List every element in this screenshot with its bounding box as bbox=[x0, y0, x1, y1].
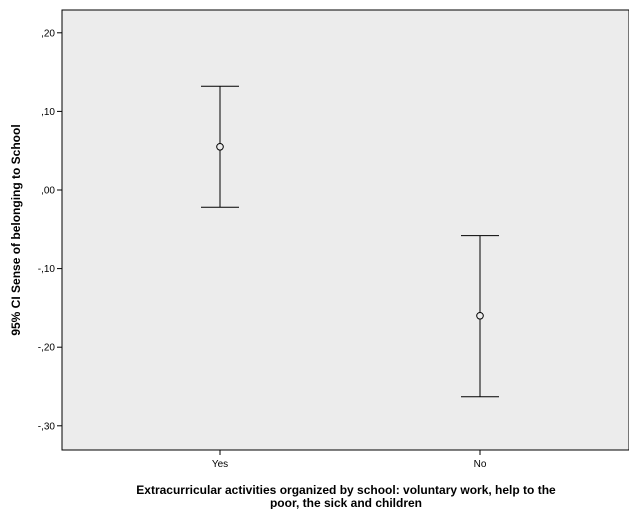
x-tick-label-no: No bbox=[474, 459, 487, 470]
y-tick-label-1: ,10 bbox=[41, 107, 55, 118]
y-tick-label-3: -,10 bbox=[38, 264, 56, 275]
y-tick-label-2: ,00 bbox=[41, 186, 55, 197]
y-tick-label-0: ,20 bbox=[41, 28, 55, 39]
x-axis-title-line-1: Extracurricular activities organized by … bbox=[136, 483, 556, 497]
x-tick-label-yes: Yes bbox=[212, 459, 228, 470]
error-bars bbox=[201, 85, 499, 398]
y-axis: ,20 ,10 ,00 -,10 -,20 -,30 bbox=[38, 28, 62, 432]
y-tick-label-5: -,30 bbox=[38, 421, 56, 432]
y-axis-title: 95% CI Sense of belonging to School bbox=[9, 124, 23, 335]
plot-area bbox=[61, 9, 629, 451]
x-axis: Yes No bbox=[212, 450, 487, 470]
mean-point-no bbox=[476, 311, 484, 320]
x-axis-title-line-2: poor, the sick and children bbox=[270, 496, 422, 509]
y-tick-label-4: -,20 bbox=[38, 343, 56, 354]
mean-point-yes bbox=[216, 142, 224, 151]
